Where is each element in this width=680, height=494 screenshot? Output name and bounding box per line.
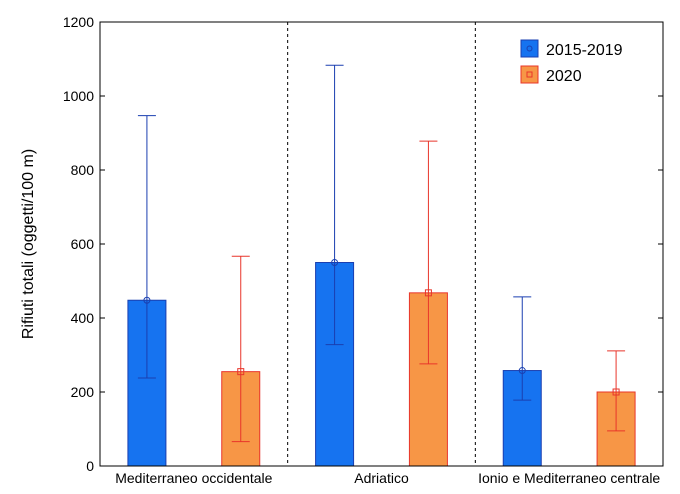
mean-marker (331, 259, 339, 266)
mean-marker (143, 296, 151, 304)
legend-marker (526, 71, 533, 78)
y-axis-label: Rifiuti totali (oggetti/100 m) (20, 149, 37, 339)
mean-marker (237, 368, 245, 376)
legend-item: 2015-2019 (520, 39, 623, 59)
legend-item: 2020 (520, 65, 582, 85)
y-tick-label: 400 (71, 310, 95, 326)
x-tick-label: Mediterraneo occidentale (115, 470, 272, 486)
y-tick-label: 800 (71, 162, 95, 178)
x-axis: Mediterraneo occidentale Adriatico Ionio e… (115, 470, 660, 486)
error-bars (137, 64, 626, 443)
mean-marker (518, 367, 526, 375)
y-tick-label: 600 (71, 236, 95, 252)
legend-marker (526, 45, 533, 52)
legend: 2015-2019 2020 (520, 39, 623, 85)
mean-marker (612, 388, 620, 396)
x-tick-label: Ionio e Mediterraneo centrale (478, 470, 660, 486)
legend-swatch (520, 65, 539, 84)
legend-label: 2015-2019 (546, 42, 623, 59)
plot-frame (99, 21, 664, 467)
group-separators (287, 22, 476, 466)
y-tick-label: 1200 (63, 14, 94, 30)
y-tick-label: 0 (86, 458, 94, 474)
bars (127, 262, 636, 467)
mean-marker (424, 289, 432, 297)
legend-label: 2020 (546, 68, 582, 85)
x-tick-label: Adriatico (354, 470, 409, 486)
legend-swatch (520, 39, 539, 58)
y-tick-label: 200 (71, 384, 95, 400)
y-tick-label: 1000 (63, 88, 94, 104)
y-axis: 0 200 400 600 800 1000 1200 (63, 14, 663, 474)
